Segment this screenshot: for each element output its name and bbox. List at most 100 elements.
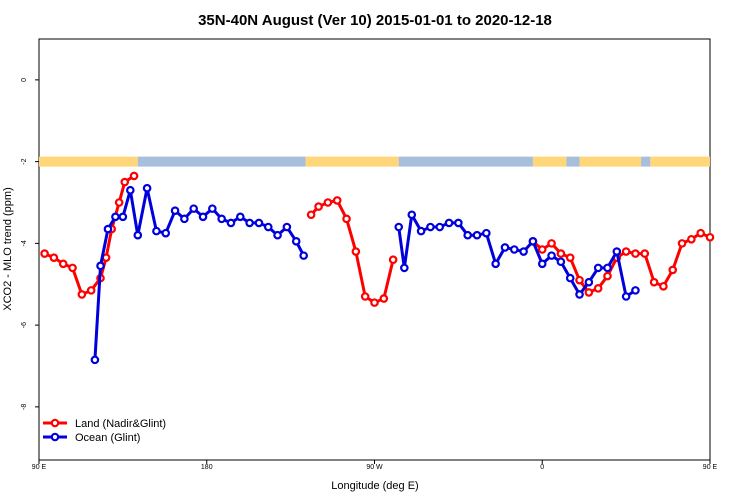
y-tick-label: -2 <box>21 158 28 164</box>
land-strip-segment <box>305 156 399 167</box>
ocean-data-point <box>416 226 426 236</box>
ocean-data-point <box>454 218 463 228</box>
land-data-point <box>49 253 59 262</box>
chart-title: 35N-40N August (Ver 10) 2015-01-01 to 20… <box>198 12 552 29</box>
y-tick-label: -8 <box>21 404 28 410</box>
ocean-data-point <box>273 230 282 240</box>
land-data-point <box>687 234 696 244</box>
land-data-point <box>631 249 640 258</box>
land-data-point <box>388 255 398 265</box>
land-data-point <box>332 196 342 205</box>
x-tick-label: 90 E <box>703 464 718 471</box>
ocean-data-point <box>254 218 264 228</box>
land-strip-segment <box>579 156 642 167</box>
land-data-point <box>575 275 584 285</box>
y-axis: 0 -2 -4 -6 -8 <box>21 78 39 410</box>
legend: Land (Nadir&Glint) Ocean (Glint) <box>43 418 166 444</box>
land-data-point <box>593 284 603 293</box>
land-data-point <box>547 239 556 248</box>
ocean-data-point <box>519 247 528 256</box>
plot-frame <box>38 38 711 461</box>
land-data-point <box>584 288 594 297</box>
land-data-point <box>677 239 687 248</box>
land-data-point <box>68 263 77 273</box>
ocean-data-point <box>291 237 301 246</box>
ocean-data-point <box>198 212 208 222</box>
ocean-data-point <box>189 204 199 213</box>
land-data-point <box>351 247 361 256</box>
ocean-strip-segment <box>641 156 651 167</box>
ocean-data-point <box>282 222 292 232</box>
land-strip-segment <box>39 156 138 167</box>
ocean-data-point <box>103 224 113 234</box>
ocean-data-point <box>444 218 454 228</box>
y-tick-label: -6 <box>21 322 28 328</box>
ocean-data-point <box>491 259 500 269</box>
ocean-data-point <box>435 222 445 232</box>
ocean-data-point <box>263 222 273 232</box>
ocean-data-point <box>96 261 105 271</box>
x-axis-label: Longitude (deg E) <box>331 480 418 492</box>
ocean-data-point <box>126 185 135 195</box>
ocean-data-point <box>299 251 308 260</box>
land-data-point <box>640 249 650 258</box>
ocean-data-point <box>161 228 171 238</box>
legend-swatch-point <box>50 418 60 428</box>
y-tick-label: 0 <box>21 78 28 82</box>
land-data-point <box>621 247 631 256</box>
land-strip-segment <box>532 156 567 167</box>
land-data-point <box>40 249 49 258</box>
ocean-data-point <box>90 355 100 365</box>
ocean-data-point <box>565 273 575 283</box>
landmask-strip <box>39 156 710 167</box>
ocean-data-point <box>547 251 556 260</box>
ocean-series <box>90 183 640 365</box>
ocean-data-point <box>180 214 189 224</box>
ocean-data-point <box>152 226 161 236</box>
land-data-point <box>696 228 705 238</box>
ocean-data-point <box>482 228 491 238</box>
ocean-data-point <box>463 230 472 240</box>
land-data-point <box>565 253 575 262</box>
land-data-point <box>379 294 389 303</box>
land-series-line <box>43 174 135 296</box>
ocean-data-point <box>621 292 631 301</box>
land-series <box>40 171 715 307</box>
land-data-point <box>370 298 379 307</box>
ocean-data-point <box>217 214 226 224</box>
land-data-point <box>659 281 668 291</box>
ocean-data-point <box>500 243 510 252</box>
land-data-point <box>314 202 323 211</box>
ocean-strip-segment <box>566 156 580 167</box>
ocean-data-point <box>142 183 152 193</box>
ocean-strip-segment <box>398 156 533 167</box>
land-data-point <box>77 290 87 299</box>
ocean-data-point <box>170 206 180 215</box>
ocean-data-point <box>245 218 254 228</box>
ocean-data-point <box>575 290 584 299</box>
land-data-point <box>129 171 139 181</box>
land-data-point <box>120 177 130 187</box>
ocean-data-point <box>584 277 594 287</box>
land-data-point <box>58 259 68 269</box>
land-data-point <box>323 198 333 207</box>
legend-label: Land (Nadir&Glint) <box>75 418 166 430</box>
ocean-data-point <box>509 245 519 254</box>
land-data-point <box>705 232 715 242</box>
ocean-data-point <box>593 263 603 273</box>
land-data-point <box>649 277 659 287</box>
legend-item-land: Land (Nadir&Glint) <box>43 418 166 430</box>
ocean-data-point <box>612 247 622 256</box>
ocean-data-point <box>537 259 547 269</box>
ocean-data-point <box>400 263 409 273</box>
x-tick-label: 0 <box>540 464 544 471</box>
ocean-data-point <box>226 218 236 228</box>
x-tick-label: 90 W <box>366 464 383 471</box>
x-tick-label: 90 E <box>32 464 47 471</box>
land-data-point <box>86 286 96 295</box>
land-data-point <box>306 210 316 220</box>
ocean-data-point <box>426 222 435 232</box>
x-axis: 90 E 180 90 W 0 90 E <box>32 460 718 471</box>
land-data-point <box>668 265 678 275</box>
land-data-point <box>342 214 351 224</box>
